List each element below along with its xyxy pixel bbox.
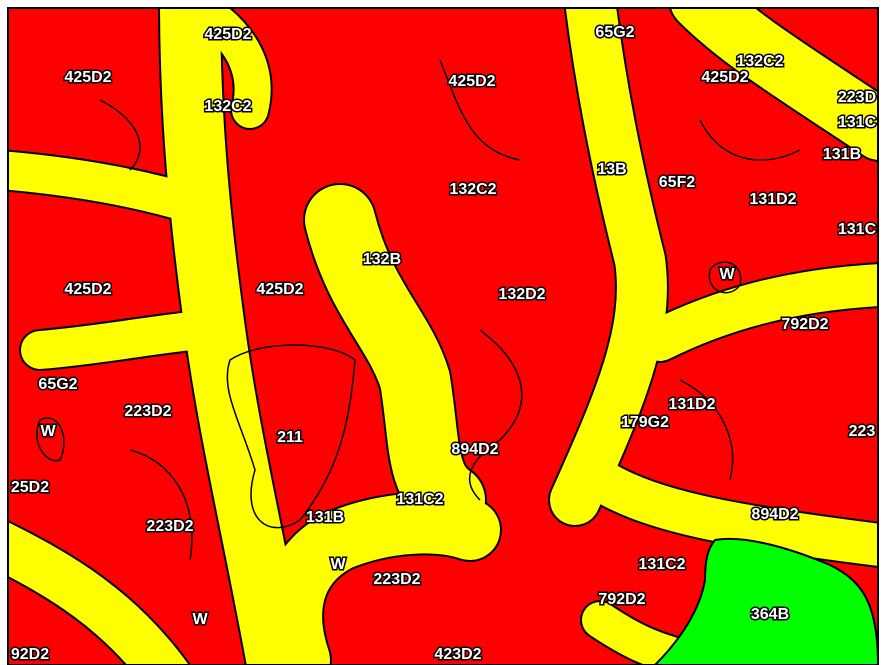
boundary bbox=[469, 329, 523, 501]
unit-label: 425D2 bbox=[701, 69, 748, 86]
unit-label: 223D2 bbox=[124, 403, 171, 420]
unit-label: 13B bbox=[597, 161, 626, 178]
band bbox=[639, 264, 878, 361]
unit-label: 65F2 bbox=[659, 174, 696, 191]
unit-label: 223D2 bbox=[373, 571, 420, 588]
unit-label: 792D2 bbox=[598, 591, 645, 608]
boundary bbox=[708, 261, 742, 294]
unit-label: W bbox=[192, 611, 208, 628]
unit-label: W bbox=[40, 423, 56, 440]
boundary bbox=[36, 417, 65, 462]
boundaries bbox=[36, 59, 801, 561]
band bbox=[579, 459, 878, 566]
boundary bbox=[99, 99, 141, 171]
unit-label: 425D2 bbox=[64, 281, 111, 298]
unit-label: 25D2 bbox=[11, 479, 49, 496]
unit-label: 792D2 bbox=[781, 316, 828, 333]
unit-label: 131D2 bbox=[668, 396, 715, 413]
unit-label: 223D bbox=[838, 89, 876, 106]
unit-label: 65G2 bbox=[38, 376, 77, 393]
unit-label: 132C2 bbox=[736, 53, 783, 70]
boundary bbox=[226, 344, 356, 529]
unit-label: 894D2 bbox=[451, 441, 498, 458]
band bbox=[305, 185, 485, 535]
unit-label: 131B bbox=[306, 509, 344, 526]
band bbox=[671, 8, 878, 160]
unit-label: 179G2 bbox=[621, 414, 669, 431]
boundary bbox=[439, 59, 521, 161]
unit-label: 131D2 bbox=[749, 191, 796, 208]
unit-label: 423D2 bbox=[434, 646, 481, 663]
unit-label: 132C2 bbox=[449, 181, 496, 198]
unit-label: 425D2 bbox=[256, 281, 303, 298]
unit-label: 425D2 bbox=[448, 73, 495, 90]
unit-label: 132B bbox=[363, 251, 401, 268]
unit-label: 131C2 bbox=[396, 491, 443, 508]
boundary bbox=[679, 379, 734, 481]
unit-label: 132C2 bbox=[204, 98, 251, 115]
band bbox=[8, 151, 214, 224]
band bbox=[197, 8, 271, 128]
boundary bbox=[129, 449, 193, 561]
unit-label: 223 bbox=[849, 423, 876, 440]
unit-label: 132D2 bbox=[498, 286, 545, 303]
unit-label: 223D2 bbox=[146, 518, 193, 535]
unit-label: 131B bbox=[823, 146, 861, 163]
unit-label: 425D2 bbox=[64, 69, 111, 86]
boundary bbox=[699, 119, 801, 161]
unit-label: 131C2 bbox=[638, 556, 685, 573]
unit-label: 364B bbox=[751, 606, 789, 623]
unit-label: W bbox=[330, 556, 346, 573]
unit-label: 65G2 bbox=[595, 24, 634, 41]
unit-label: 894D2 bbox=[751, 506, 798, 523]
unit-label: 211 bbox=[277, 429, 303, 446]
unit-label: 131C bbox=[838, 221, 877, 238]
unit-label: 425D2 bbox=[204, 26, 251, 43]
unit-label: W bbox=[719, 266, 735, 283]
unit-label: 131C bbox=[838, 114, 877, 131]
map-frame bbox=[7, 7, 879, 665]
labels: 425D2 425D2 132C2 425D2 65G2 132C2 425D2… bbox=[9, 23, 878, 665]
band bbox=[8, 522, 189, 665]
band bbox=[21, 311, 219, 369]
unit-label: 92D2 bbox=[11, 646, 49, 663]
band bbox=[550, 8, 667, 525]
